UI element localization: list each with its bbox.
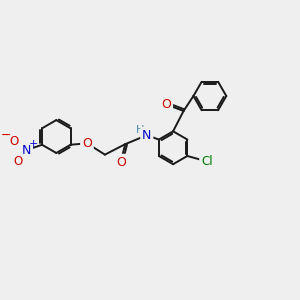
Text: −: − [0, 129, 11, 142]
Text: N: N [142, 129, 152, 142]
Text: H: H [136, 125, 144, 135]
Text: O: O [161, 98, 171, 111]
Text: +: + [28, 139, 38, 148]
Text: O: O [9, 135, 19, 148]
Text: O: O [13, 155, 22, 168]
Text: N: N [22, 144, 31, 157]
Text: Cl: Cl [201, 155, 213, 168]
Text: O: O [82, 137, 92, 150]
Text: O: O [116, 156, 126, 169]
